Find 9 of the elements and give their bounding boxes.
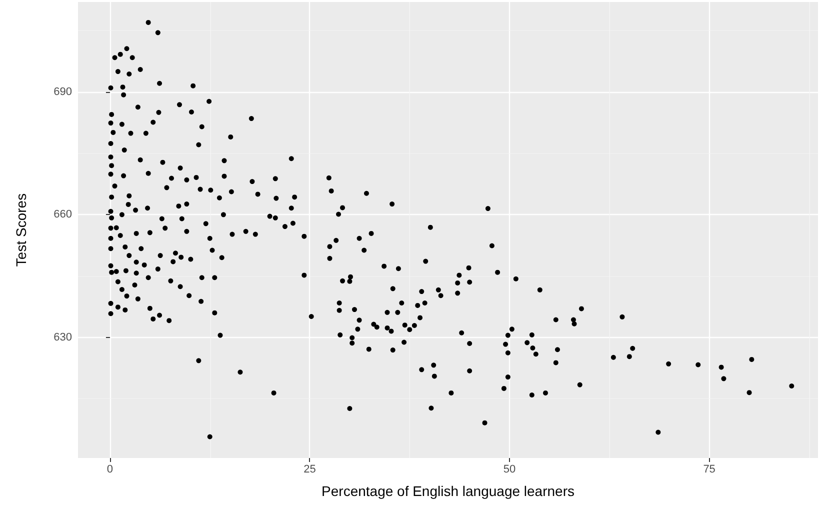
y-tick-label: 660 — [54, 208, 72, 221]
y-tick-label: 630 — [54, 331, 72, 344]
y-axis-title: Test Scores — [13, 193, 29, 267]
y-tick-label: 690 — [54, 86, 72, 98]
x-tick-label: 0 — [106, 464, 114, 476]
x-tick-label: 75 — [703, 464, 716, 476]
x-tick-label: 25 — [304, 464, 316, 476]
x-axis-title: Percentage of English language learners — [322, 483, 574, 499]
x-tick-label: 50 — [503, 464, 516, 476]
